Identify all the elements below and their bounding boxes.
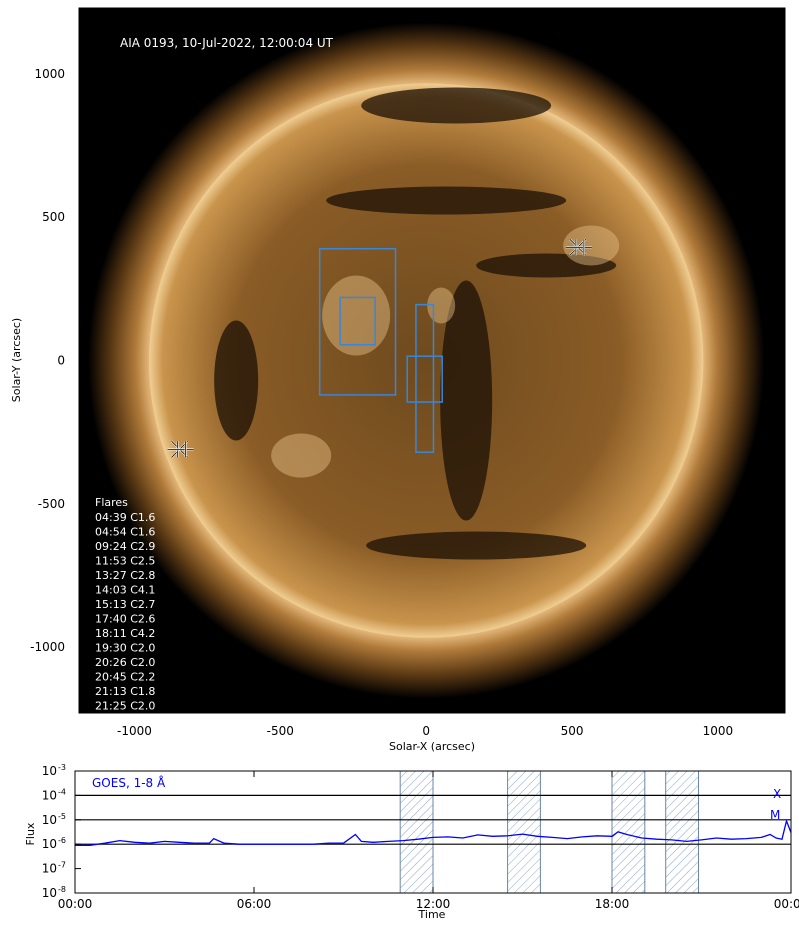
map-y-label: Solar-Y (arcsec) <box>10 318 23 402</box>
goes-y-tick-base: 10 <box>42 788 57 802</box>
goes-y-tick-exponent: -7 <box>58 861 66 870</box>
flare-list-item: 04:39 C1.6 <box>95 511 155 524</box>
goes-x-tick-label: 06:00 <box>237 897 272 911</box>
flare-list-item: 21:13 C1.8 <box>95 685 155 698</box>
flare-list-item: 22:02 C2.9 <box>95 714 155 727</box>
flare-list-item: 21:25 C2.0 <box>95 700 155 713</box>
region-box <box>339 296 376 346</box>
flare-list: Flares 04:39 C1.6 04:54 C1.609:24 C2.9 11:… <box>95 496 155 727</box>
goes-y-tick-exponent: -6 <box>58 836 66 845</box>
flare-list-item: 18:11 C4.2 <box>95 627 155 640</box>
dark-lane <box>214 320 259 441</box>
flare-markers <box>167 238 592 459</box>
region-boxes <box>318 247 443 453</box>
bright-patch <box>427 287 456 324</box>
goes-ticks: 00:0006:0012:0018:0000:0010-310-410-510-… <box>42 763 799 911</box>
map-title: AIA 0193, 10-Jul-2022, 12:00:04 UT <box>120 36 334 50</box>
region-box <box>318 247 397 396</box>
goes-flux-line <box>75 818 792 846</box>
flare-intervals <box>399 770 700 894</box>
solar-map-plot: -1000 -500 0 500 1000 1000 500 0 -500 -1000 AIA 0… <box>10 7 786 753</box>
goes-x-tick-label: 00:00 <box>58 897 93 911</box>
dark-lane <box>476 253 617 278</box>
map-y-tick-label: 1000 <box>34 67 65 81</box>
map-y-tick-label: 500 <box>42 210 65 224</box>
solar-disk <box>149 83 704 638</box>
map-x-tick-label: 1000 <box>703 724 734 738</box>
flare-list-item: 15:13 C2.7 <box>95 598 155 611</box>
flare-list-heading: Flares <box>95 496 128 509</box>
goes-x-tick-label: 00:00 <box>774 897 799 911</box>
flare-interval <box>399 770 434 894</box>
goes-y-tick-base: 10 <box>42 764 57 778</box>
goes-y-tick-base: 10 <box>42 837 57 851</box>
map-x-tick-label: 0 <box>422 724 430 738</box>
goes-x-label: Time <box>418 908 446 921</box>
goes-y-tick-exponent: -8 <box>58 885 66 894</box>
map-y-tick-label: 0 <box>57 354 65 368</box>
map-ticks: -1000 -500 0 500 1000 1000 500 0 -500 -1000 <box>30 8 785 738</box>
goes-label: GOES, 1-8 Å <box>92 775 166 790</box>
region-box <box>415 303 435 453</box>
map-x-tick-label: -500 <box>267 724 294 738</box>
map-y-tick-label: -1000 <box>30 640 65 654</box>
goes-y-tick-exponent: -4 <box>58 787 66 796</box>
map-y-tick-label: -500 <box>38 497 65 511</box>
flare-list-item: 14:03 C4.1 <box>95 584 155 597</box>
flare-list-item: 20:45 C2.2 <box>95 671 155 684</box>
flare-marker <box>565 238 592 257</box>
flare-list-item: 09:24 C2.9 <box>95 540 155 553</box>
flare-interval <box>507 770 541 894</box>
region-box <box>406 355 443 403</box>
goes-x-tick-label: 12:00 <box>416 897 451 911</box>
flare-list-item: 11:53 C2.5 <box>95 555 155 568</box>
flare-list-item: 13:27 C2.8 <box>95 569 155 582</box>
flare-marker <box>167 440 194 459</box>
map-x-tick-label: -1000 <box>117 724 152 738</box>
flare-list-item: 20:26 C2.0 <box>95 656 155 669</box>
dark-lane <box>326 186 567 215</box>
flare-interval <box>665 770 700 894</box>
class-reference-lines <box>75 794 791 845</box>
coronal-holes <box>214 87 617 560</box>
goes-plot: 00:0006:0012:0018:0000:0010-310-410-510-… <box>24 763 799 921</box>
active-regions <box>271 225 620 478</box>
bright-patch <box>563 225 620 266</box>
goes-y-tick-base: 10 <box>42 813 57 827</box>
bright-patch <box>271 433 332 478</box>
class-x-label: X <box>773 787 781 801</box>
dark-lane <box>366 531 587 560</box>
flare-list-item: 17:40 C2.6 <box>95 613 155 626</box>
flare-list-item: 04:54 C1.6 <box>95 526 155 539</box>
flare-list-item: 19:30 C2.0 <box>95 642 155 655</box>
class-m-label: M <box>770 808 780 822</box>
map-x-label: Solar-X (arcsec) <box>389 740 475 753</box>
map-x-tick-label: 500 <box>561 724 584 738</box>
goes-y-tick-exponent: -5 <box>58 812 66 821</box>
goes-y-tick-base: 10 <box>42 886 57 900</box>
dark-lane <box>361 87 552 124</box>
dark-lane <box>440 280 493 521</box>
goes-y-label: Flux <box>24 822 37 845</box>
bright-patch <box>322 275 391 356</box>
goes-y-tick-base: 10 <box>42 862 57 876</box>
goes-x-tick-label: 18:00 <box>595 897 630 911</box>
goes-y-tick-exponent: -3 <box>58 763 66 772</box>
